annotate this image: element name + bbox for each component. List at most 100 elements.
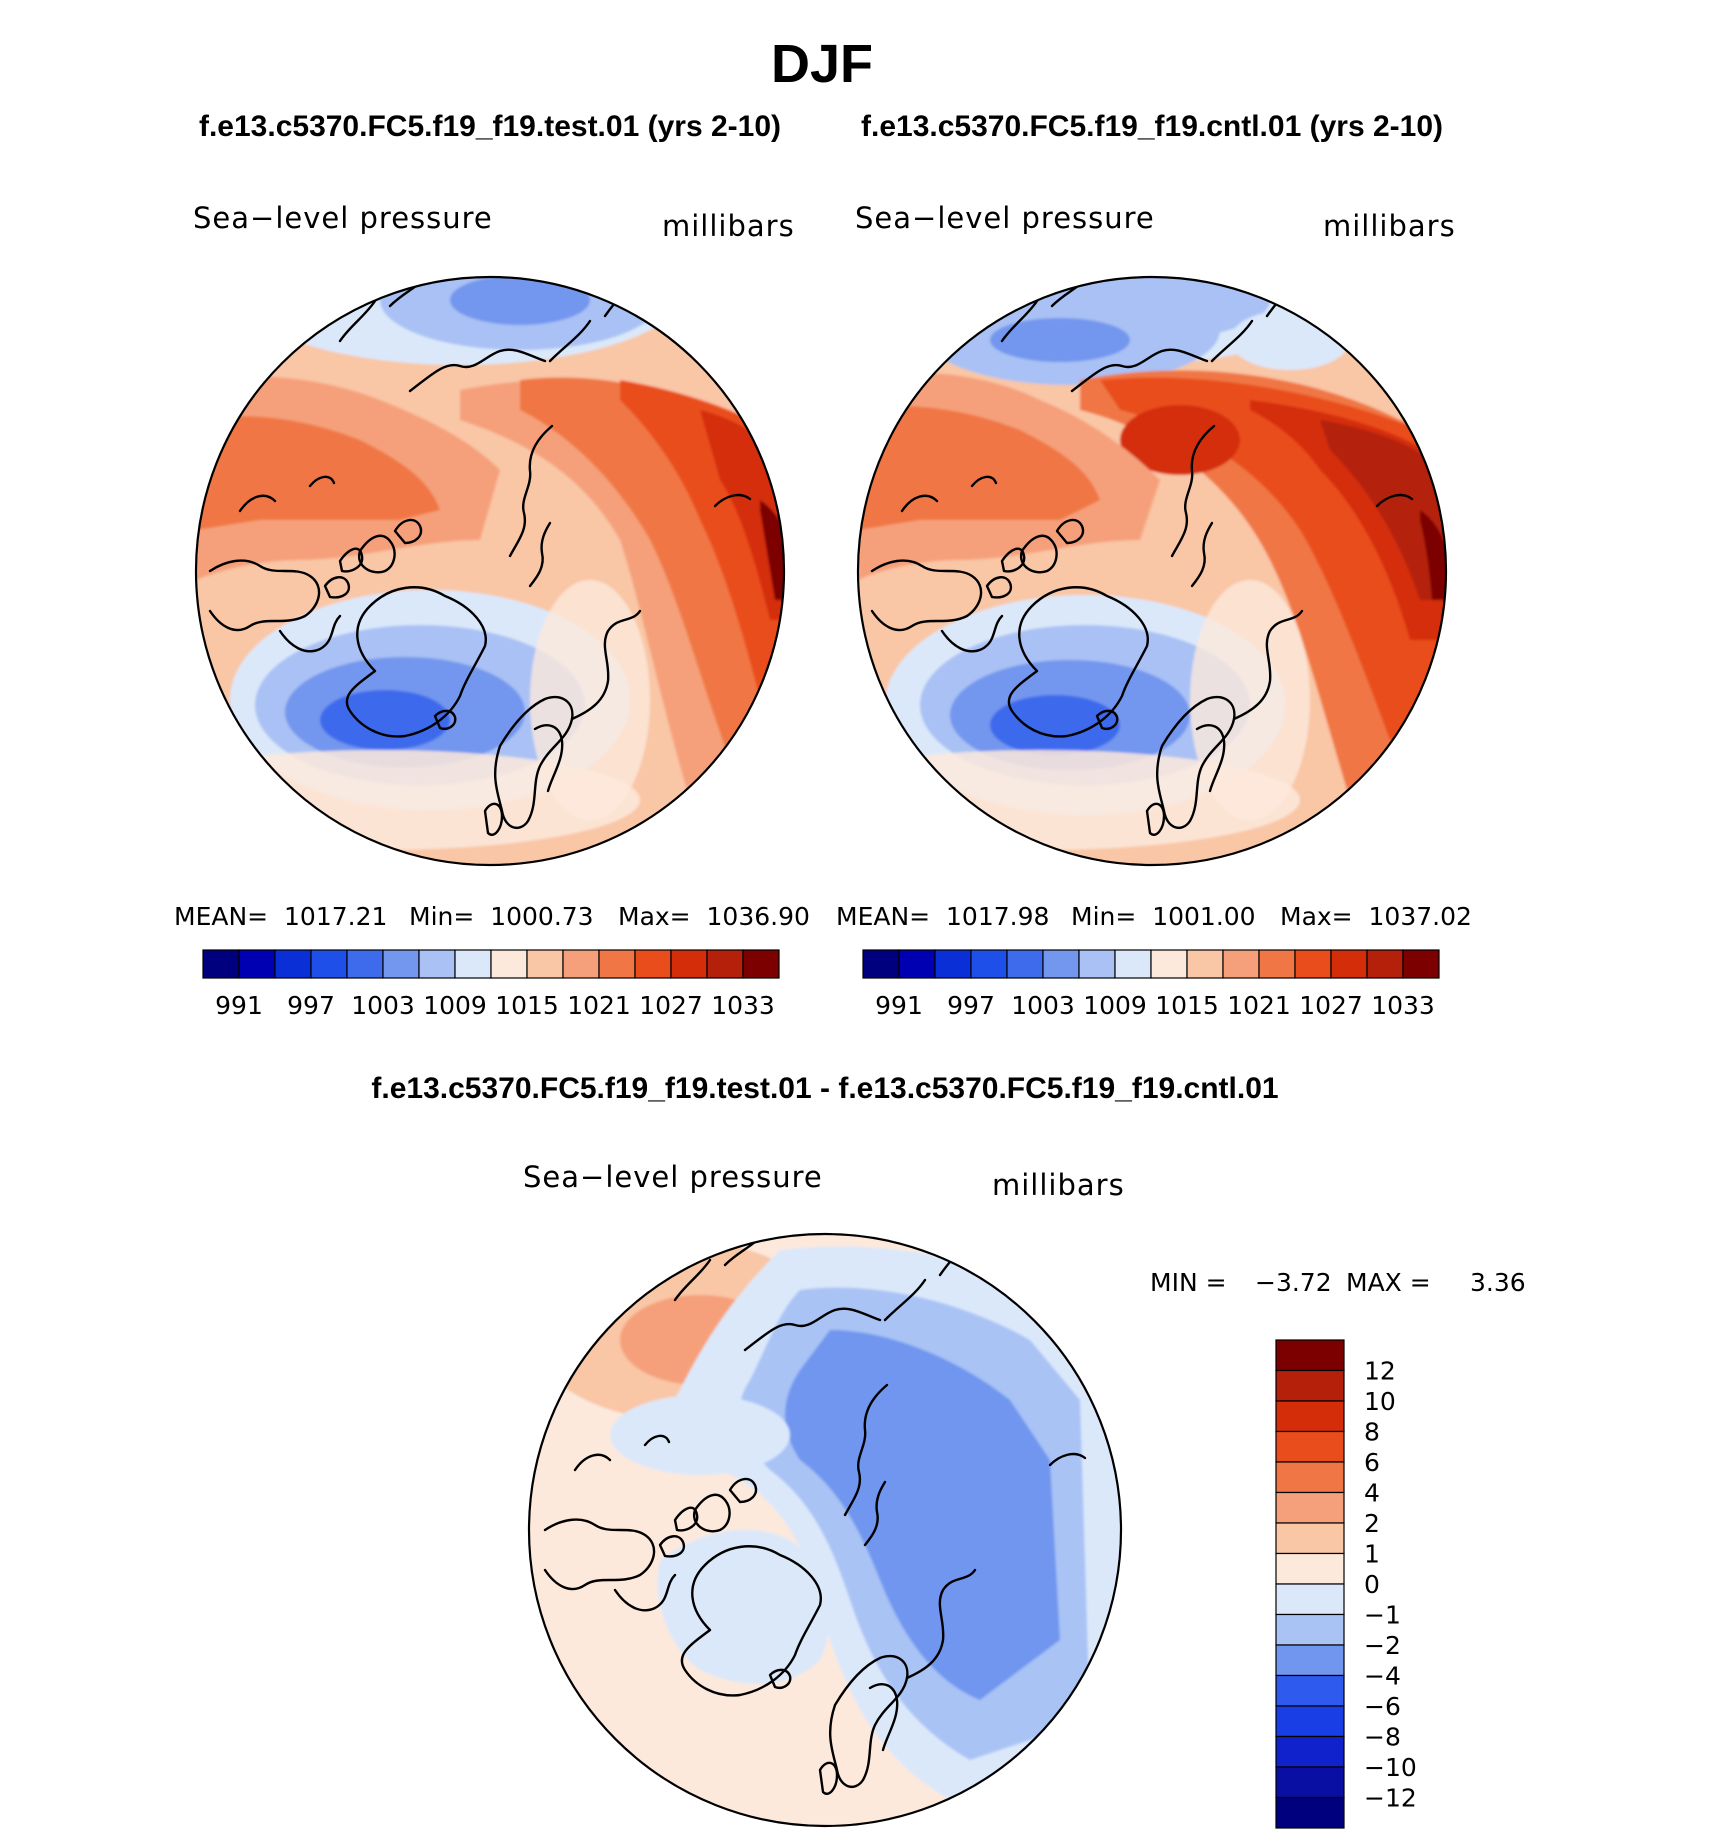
colorbar-box [418, 949, 456, 979]
colorbar-tick-label: −6 [1364, 1692, 1401, 1721]
colorbar-box [1275, 1613, 1345, 1646]
colorbar-tick-label: 12 [1364, 1357, 1396, 1386]
colorbar-box [1078, 949, 1116, 979]
cntl-stats: MEAN= 1017.98 Min= 1001.00 Max= 1037.02 [836, 902, 1472, 931]
cntl-units-label: millibars [1323, 209, 1456, 243]
colorbar-box [454, 949, 492, 979]
test-min-text: Min= 1000.73 [409, 902, 594, 931]
diff-map [529, 1234, 1121, 1826]
cntl-panel: Sea−level pressure millibars [836, 201, 1472, 1020]
colorbar-box [898, 949, 936, 979]
cntl-colorbar: 991 997 1003 1009 1015 1021 1027 1033 [862, 949, 1440, 1020]
colorbar-tick-label: −1 [1364, 1601, 1401, 1630]
diff-panel-title: f.e13.c5370.FC5.f19_f19.test.01 - f.e13.… [371, 1072, 1278, 1105]
colorbar-tick-label: 1021 [567, 991, 631, 1020]
colorbar-tick-label: −12 [1364, 1784, 1417, 1813]
colorbar-tick-label: 991 [875, 991, 923, 1020]
colorbar-box [1294, 949, 1332, 979]
colorbar-box [742, 949, 780, 979]
cntl-max-text: Max= 1037.02 [1280, 902, 1472, 931]
cntl-min-text: Min= 1001.00 [1071, 902, 1256, 931]
colorbar-box [1330, 949, 1368, 979]
colorbar-box [1275, 1491, 1345, 1524]
colorbar-box [382, 949, 420, 979]
colorbar-box [1275, 1461, 1345, 1494]
colorbar-box [526, 949, 564, 979]
cntl-map-boundary [856, 275, 1448, 867]
colorbar-tick-label: 1027 [639, 991, 703, 1020]
colorbar-box [1275, 1796, 1345, 1829]
diff-variable-label: Sea−level pressure [523, 1160, 823, 1194]
colorbar-box [202, 949, 240, 979]
colorbar-box [310, 949, 348, 979]
diff-min-label: MIN = [1150, 1268, 1227, 1297]
diff-max-label: MAX = [1346, 1268, 1431, 1297]
colorbar-box [1042, 949, 1080, 979]
colorbar-box [1275, 1339, 1345, 1372]
colorbar-box [1275, 1644, 1345, 1677]
colorbar-box [490, 949, 528, 979]
colorbar-tick-label: −2 [1364, 1631, 1401, 1660]
colorbar-box [706, 949, 744, 979]
colorbar-tick-label: 1033 [711, 991, 775, 1020]
colorbar-tick-label: 997 [947, 991, 995, 1020]
diff-max-text: 3.36 [1470, 1268, 1526, 1297]
test-colorbar: 991 997 1003 1009 1015 1021 1027 1033 [202, 949, 780, 1020]
colorbar-tick-label: 1009 [1083, 991, 1147, 1020]
colorbar-tick-label: 1033 [1371, 991, 1435, 1020]
colorbar-box [970, 949, 1008, 979]
colorbar-tick-label: −10 [1364, 1753, 1417, 1782]
colorbar-tick-label: 1 [1364, 1540, 1380, 1569]
colorbar-box [1366, 949, 1404, 979]
colorbar-box [1402, 949, 1440, 979]
colorbar-tick-label: 1015 [495, 991, 559, 1020]
colorbar-box [1275, 1583, 1345, 1616]
colorbar-box [1275, 1369, 1345, 1402]
colorbar-box [1275, 1705, 1345, 1738]
colorbar-box [1275, 1430, 1345, 1463]
diff-stats: MIN = −3.72 MAX = 3.36 [1150, 1268, 1526, 1297]
test-panel-title: f.e13.c5370.FC5.f19_f19.test.01 (yrs 2-1… [199, 110, 781, 143]
cntl-panel-title: f.e13.c5370.FC5.f19_f19.cntl.01 (yrs 2-1… [861, 110, 1443, 143]
colorbar-tick-label: 2 [1364, 1509, 1380, 1538]
colorbar-tick-label: 1003 [351, 991, 415, 1020]
colorbar-tick-label: 4 [1364, 1479, 1380, 1508]
colorbar-box [238, 949, 276, 979]
test-map-boundary [194, 275, 786, 867]
colorbar-tick-label: 1009 [423, 991, 487, 1020]
colorbar-box [634, 949, 672, 979]
colorbar-box [1275, 1552, 1345, 1585]
colorbar-box [1275, 1735, 1345, 1768]
colorbar-tick-label: −8 [1364, 1723, 1401, 1752]
diff-map-boundary [527, 1232, 1123, 1828]
colorbar-tick-label: 6 [1364, 1448, 1380, 1477]
colorbar-tick-label: 0 [1364, 1570, 1380, 1599]
test-units-label: millibars [662, 209, 795, 243]
colorbar-box [1186, 949, 1224, 979]
colorbar-box [1275, 1766, 1345, 1799]
cntl-map [858, 277, 1446, 865]
colorbar-box [346, 949, 384, 979]
test-stats: MEAN= 1017.21 Min= 1000.73 Max= 1036.90 [174, 902, 810, 931]
colorbar-box [1275, 1674, 1345, 1707]
colorbar-box [274, 949, 312, 979]
diff-min-text: −3.72 [1255, 1268, 1332, 1297]
colorbar-tick-label: 1003 [1011, 991, 1075, 1020]
colorbar-tick-label: 8 [1364, 1418, 1380, 1447]
cntl-mean-text: MEAN= 1017.98 [836, 902, 1049, 931]
diff-panel: Sea−level pressure millibars MIN = −3.72 [523, 1160, 1526, 1829]
test-map [196, 277, 784, 865]
colorbar-tick-label: 991 [215, 991, 263, 1020]
colorbar-box [1275, 1400, 1345, 1433]
colorbar-box [1006, 949, 1044, 979]
test-mean-text: MEAN= 1017.21 [174, 902, 387, 931]
colorbar-tick-label: −4 [1364, 1662, 1401, 1691]
colorbar-tick-label: 10 [1364, 1387, 1396, 1416]
colorbar-box [934, 949, 972, 979]
colorbar-tick-label: 1015 [1155, 991, 1219, 1020]
colorbar-box [562, 949, 600, 979]
colorbar-box [598, 949, 636, 979]
colorbar-tick-label: 997 [287, 991, 335, 1020]
